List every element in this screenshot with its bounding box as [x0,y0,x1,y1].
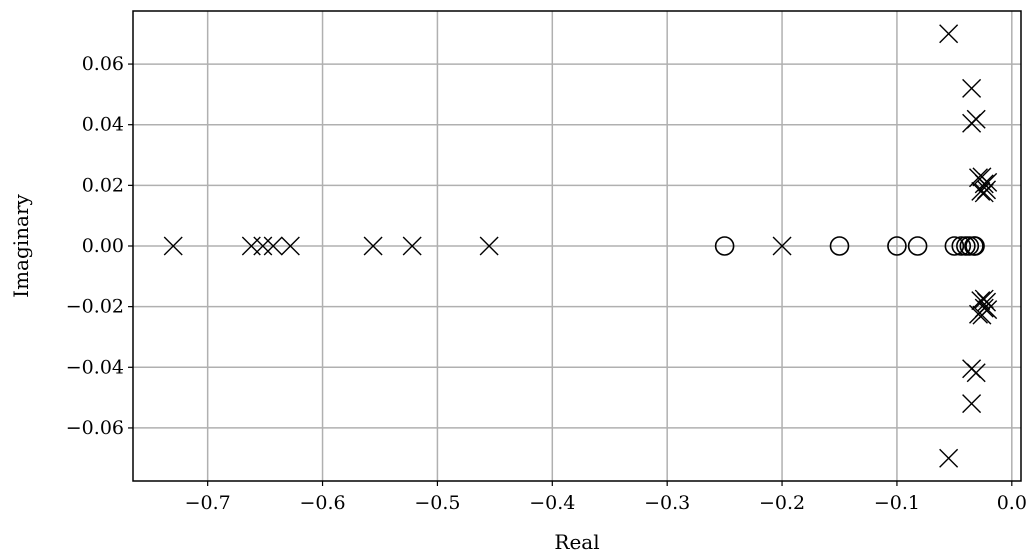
pole-marker [263,236,283,256]
y-tick-label: 0.00 [82,235,124,257]
x-axis-label: Real [554,530,599,554]
y-tick-label: −0.02 [66,296,124,318]
ticks-layer: −0.7 −0.6 −0.5 −0.4 −0.3 −0.2 −0.1 0.0 0.06 0.04 0… [66,53,1027,514]
marks-layer [163,24,998,468]
x-tick-label: 0.0 [997,492,1027,514]
pole-marker [978,300,998,320]
pole-marker [280,236,300,256]
pole-marker [978,172,998,192]
y-tick-label: 0.06 [82,53,124,75]
x-tick-label: −0.2 [759,492,805,514]
zero-marker [951,236,972,256]
pole-marker [962,78,982,98]
pole-marker [939,448,959,468]
pole-marker [363,236,383,256]
pole-marker [977,180,997,200]
y-tick-label: 0.04 [82,114,124,136]
pole-marker [971,291,991,311]
y-tick-label: 0.02 [82,174,124,196]
pole-marker [977,292,997,312]
zero-marker [959,236,980,256]
pole-marker [971,181,991,201]
pole-marker [402,236,422,256]
pole-marker [939,24,959,44]
x-tick-label: −0.3 [644,492,690,514]
pole-marker [966,363,986,383]
pole-marker [974,298,994,318]
zero-marker [907,236,928,256]
y-axis-label: Imaginary [9,193,33,297]
pole-marker [962,394,982,414]
pole-marker [974,174,994,194]
pole-marker [966,109,986,129]
pole-marker [163,236,183,256]
pole-marker [253,236,273,256]
zero-marker [714,236,735,256]
x-tick-label: −0.5 [414,492,460,514]
x-tick-label: −0.7 [185,492,231,514]
pole-marker [479,236,499,256]
x-tick-label: −0.1 [874,492,920,514]
zero-marker [965,236,985,256]
pole-marker [772,236,792,256]
y-tick-label: −0.04 [66,356,124,378]
zero-marker [944,236,965,256]
y-tick-label: −0.06 [66,417,124,439]
x-tick-label: −0.4 [529,492,575,514]
zero-marker [829,236,850,256]
x-tick-label: −0.6 [299,492,345,514]
zero-marker [887,236,907,256]
